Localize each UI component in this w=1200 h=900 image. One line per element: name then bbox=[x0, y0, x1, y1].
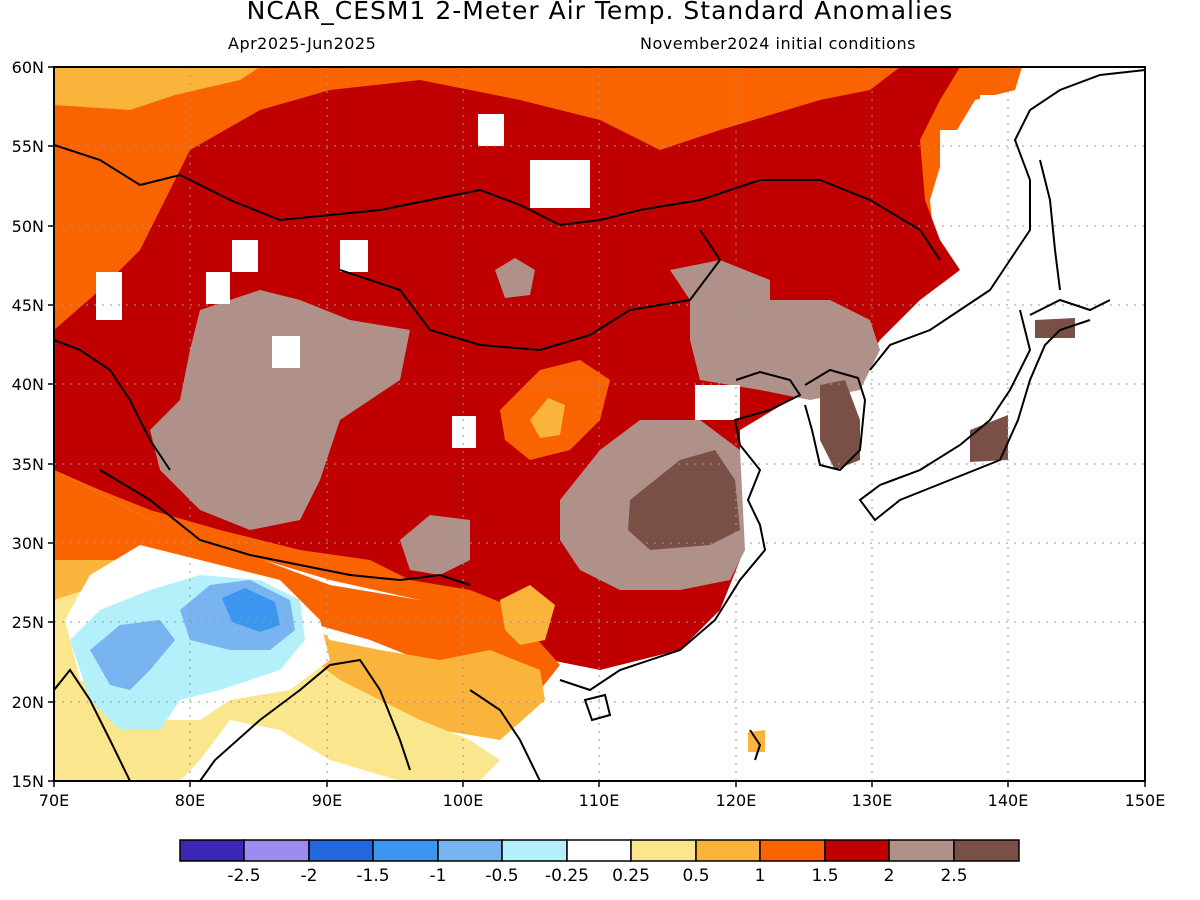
colorbar-label: -1.5 bbox=[356, 866, 389, 886]
coastline-hokkaido bbox=[1029, 298, 1111, 316]
colorbar-swatch bbox=[888, 839, 955, 862]
colorbar-label: 2 bbox=[884, 866, 895, 886]
coastline-japan bbox=[858, 309, 1091, 522]
coastline-sakhalin bbox=[1039, 159, 1061, 291]
colorbar-label: 2.5 bbox=[940, 866, 967, 886]
colorbar-swatch bbox=[566, 839, 632, 862]
colorbar-swatch bbox=[630, 839, 697, 862]
initial-conditions: November2024 initial conditions bbox=[640, 34, 916, 53]
lon-label: 110E bbox=[579, 791, 620, 810]
colorbar-swatch bbox=[243, 839, 310, 862]
anomaly-region-dark-brown-hokkaido bbox=[1035, 318, 1075, 338]
anomaly-region-brown-tibet bbox=[400, 515, 470, 575]
colorbar-labels: -2.5 -2 -1.5 -1 -0.5 -0.25 0.25 0.5 1 1.… bbox=[227, 866, 967, 886]
lat-label: 30N bbox=[12, 534, 44, 553]
lon-label: 100E bbox=[443, 791, 484, 810]
colorbar-swatch bbox=[437, 839, 503, 862]
gridlines bbox=[54, 67, 1145, 781]
lon-label: 150E bbox=[1125, 791, 1166, 810]
border-central-asia bbox=[54, 339, 171, 471]
colorbar-swatch bbox=[953, 839, 1020, 862]
anomaly-region-brown-northeast bbox=[670, 260, 880, 400]
lat-label: 55N bbox=[12, 137, 44, 156]
lat-label: 60N bbox=[12, 58, 44, 77]
colorbar-swatch bbox=[179, 839, 245, 862]
border-north bbox=[54, 144, 941, 261]
colorbar-label: 1.5 bbox=[811, 866, 838, 886]
lon-label: 90E bbox=[312, 791, 342, 810]
colorbar-label: -2.5 bbox=[227, 866, 260, 886]
colorbar bbox=[179, 839, 1020, 862]
anomaly-region-light-orange-myanmar bbox=[500, 585, 555, 645]
colorbar-label: 1 bbox=[755, 866, 766, 886]
tick-marks bbox=[48, 66, 1146, 787]
lon-label: 140E bbox=[988, 791, 1029, 810]
masked-cells bbox=[96, 95, 1020, 448]
coastline-taiwan bbox=[749, 729, 762, 761]
colorbar-swatch bbox=[372, 839, 439, 862]
colorbar-label: 0.25 bbox=[612, 866, 650, 886]
lat-labels: 15N 20N 25N 30N 35N 40N 45N 50N 55N 60N bbox=[12, 58, 44, 791]
lon-labels: 70E 80E 90E 100E 110E 120E 130E 140E 150… bbox=[39, 791, 1166, 810]
anomaly-region-dark-brown-korea bbox=[820, 380, 860, 470]
colorbar-swatch bbox=[501, 839, 568, 862]
lat-label: 25N bbox=[12, 613, 44, 632]
lon-label: 130E bbox=[852, 791, 893, 810]
anomaly-region-dark-brown bbox=[628, 450, 740, 550]
anomaly-region-light-orange-pocket bbox=[530, 398, 565, 438]
lon-label: 70E bbox=[39, 791, 69, 810]
border-mongolia bbox=[339, 229, 722, 352]
forecast-period: Apr2025-Jun2025 bbox=[228, 34, 377, 53]
anomaly-field bbox=[54, 67, 1145, 781]
anomaly-region-brown-west bbox=[150, 290, 410, 530]
anomaly-region-brown-small bbox=[495, 258, 535, 298]
border-himalaya bbox=[99, 469, 471, 586]
colorbar-label: -0.5 bbox=[485, 866, 518, 886]
anomaly-region-orange-south bbox=[54, 470, 560, 690]
coastline-bay-of-bengal bbox=[199, 658, 411, 781]
anomaly-region-light-blue bbox=[90, 620, 175, 690]
colorbar-label: -2 bbox=[301, 866, 318, 886]
coastline-indochina bbox=[469, 689, 541, 781]
lon-label: 80E bbox=[175, 791, 205, 810]
anomaly-region-dark-brown-japan bbox=[970, 415, 1008, 462]
lat-label: 15N bbox=[12, 772, 44, 791]
lon-label: 120E bbox=[716, 791, 757, 810]
lat-label: 20N bbox=[12, 693, 44, 712]
colorbar-label: -1 bbox=[430, 866, 447, 886]
colorbar-swatch bbox=[759, 839, 826, 862]
anomaly-region-light-orange-north bbox=[54, 67, 260, 110]
colorbar-label: -0.25 bbox=[545, 866, 589, 886]
coastline-russia-east bbox=[869, 69, 1145, 371]
lat-label: 40N bbox=[12, 375, 44, 394]
lat-label: 50N bbox=[12, 217, 44, 236]
coastline-india bbox=[54, 668, 131, 781]
colorbar-label: 0.5 bbox=[682, 866, 709, 886]
lat-label: 45N bbox=[12, 296, 44, 315]
coastlines bbox=[54, 69, 1145, 781]
colorbar-swatch bbox=[308, 839, 374, 862]
lat-label: 35N bbox=[12, 455, 44, 474]
coastline-china-east bbox=[559, 370, 802, 692]
chart-title: NCAR_CESM1 2-Meter Air Temp. Standard An… bbox=[246, 0, 954, 25]
colorbar-swatch bbox=[695, 839, 761, 862]
anomaly-region-medium-blue bbox=[222, 588, 280, 632]
coastline-korea bbox=[804, 368, 867, 472]
colorbar-swatch bbox=[824, 839, 890, 862]
coastline-hainan bbox=[583, 693, 612, 722]
